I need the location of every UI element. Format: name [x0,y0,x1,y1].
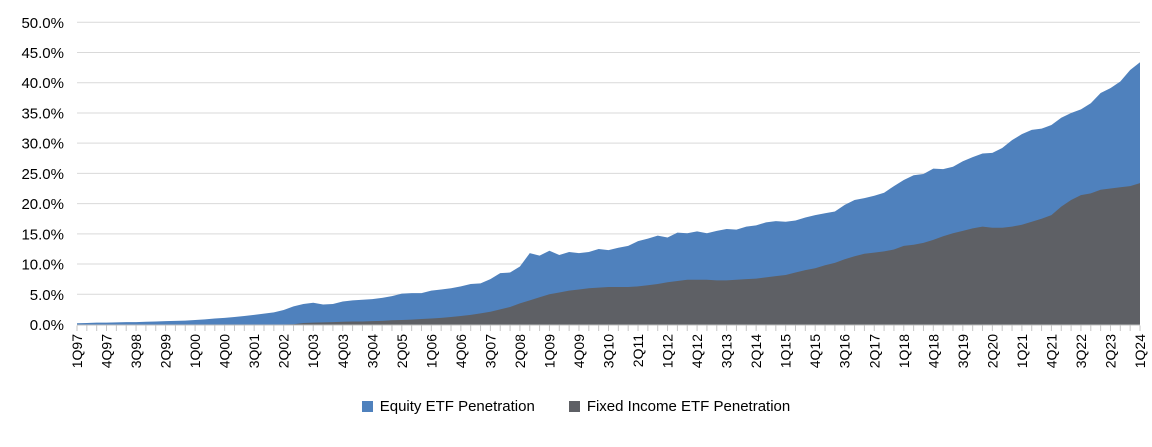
x-axis-label: 3Q07 [482,334,498,368]
legend-label-fixed-income: Fixed Income ETF Penetration [586,398,791,415]
x-axis-label: 2Q20 [984,334,1000,368]
x-axis-label: 2Q05 [394,334,410,368]
x-axis-label: 1Q21 [1014,334,1030,368]
x-axis-label: 3Q16 [837,334,853,368]
x-axis-label: 1Q12 [660,334,676,368]
x-axis-label: 1Q00 [187,334,203,368]
x-axis-label: 2Q17 [866,334,882,368]
fixed-income-area-series [77,183,1140,325]
y-axis-label: 40.0% [21,75,64,92]
legend-swatch-equity [361,401,373,412]
legend-item-equity[interactable]: Equity ETF Penetration [361,398,535,415]
legend-swatch-fixed-income [568,401,580,412]
x-axis-label: 1Q09 [541,334,557,368]
y-axis-label: 50.0% [21,15,64,32]
y-axis-label: 25.0% [21,166,64,183]
x-axis-label: 1Q15 [778,334,794,368]
x-axis-label: 3Q98 [128,334,144,368]
x-axis-label: 1Q18 [896,334,912,368]
y-axis-label: 45.0% [21,45,64,62]
x-axis-label: 3Q04 [364,334,380,368]
legend-item-fixed-income[interactable]: Fixed Income ETF Penetration [568,398,791,415]
x-axis-label: 1Q24 [1132,334,1148,368]
chart-legend: Equity ETF Penetration Fixed Income ETF … [0,399,1152,414]
x-axis-label: 2Q02 [276,334,292,368]
x-axis-label: 4Q12 [689,334,705,368]
x-axis-label: 1Q06 [423,334,439,368]
x-axis-label: 4Q00 [217,334,233,368]
x-axis-label: 3Q10 [601,334,617,368]
x-axis-label: 3Q13 [719,334,735,368]
y-axis-label: 20.0% [21,196,64,213]
y-axis-label: 30.0% [21,136,64,153]
x-axis-label: 4Q21 [1043,334,1059,368]
y-axis-label: 5.0% [30,287,64,304]
x-axis-label: 4Q03 [335,334,351,368]
x-axis-label: 2Q99 [158,334,174,368]
x-axis-label: 2Q14 [748,334,764,368]
x-axis-label: 4Q09 [571,334,587,368]
x-axis-label: 4Q15 [807,334,823,368]
x-axis-label: 2Q11 [630,334,646,367]
x-axis-label: 1Q03 [305,334,321,368]
x-axis-label: 3Q01 [246,334,262,368]
x-axis-label: 4Q18 [925,334,941,368]
x-axis-label: 3Q22 [1073,334,1089,368]
legend-label-equity: Equity ETF Penetration [379,398,535,415]
x-axis-label: 4Q06 [453,334,469,368]
x-axis-label: 2Q23 [1102,334,1118,368]
x-axis-label: 2Q08 [512,334,528,368]
y-axis-label: 35.0% [21,105,64,122]
x-axis-label: 1Q97 [69,334,85,368]
y-axis-label: 10.0% [21,257,64,274]
y-axis-label: 15.0% [21,226,64,243]
x-axis-label: 3Q19 [955,334,971,368]
y-axis-label: 0.0% [30,317,64,334]
x-axis-label: 4Q97 [99,334,115,368]
